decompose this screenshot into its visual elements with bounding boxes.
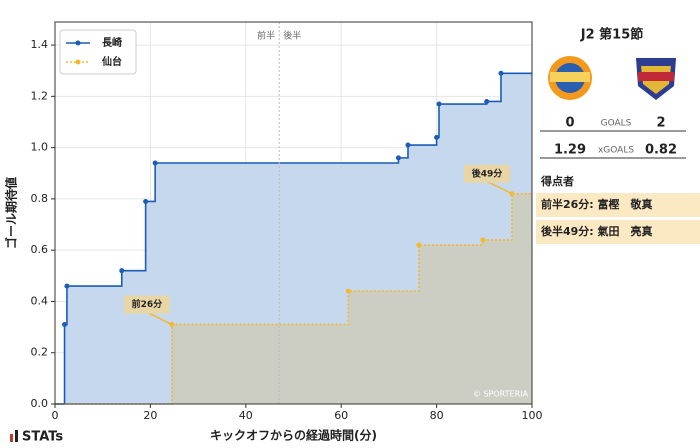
annotation: 後49分 [472, 167, 503, 179]
x-tick-label: 40 [239, 409, 253, 422]
marker [62, 322, 68, 328]
y-tick-label: 0.8 [31, 192, 49, 205]
y-tick-label: 0.0 [31, 397, 49, 410]
scorer-row-bg [536, 220, 700, 244]
annotation: 前26分 [132, 298, 163, 310]
y-tick-label: 1.4 [31, 38, 49, 51]
marker [119, 268, 125, 274]
goals-label: GOALS [601, 119, 632, 129]
away-xg: 0.82 [645, 143, 677, 158]
legend-label: 仙台 [102, 55, 122, 68]
marker [64, 283, 70, 289]
marker [395, 155, 401, 161]
marker [436, 101, 442, 107]
x-tick-label: 20 [143, 409, 157, 422]
legend-marker [75, 59, 81, 65]
y-tick-label: 0.2 [31, 346, 49, 359]
away-goals: 2 [656, 116, 665, 131]
brand-logo [10, 430, 18, 442]
marker [498, 70, 504, 76]
marker [152, 160, 158, 166]
plot [54, 22, 533, 405]
area [55, 193, 532, 404]
legend-marker [75, 40, 81, 46]
scorer: 後半49分: 氣田 亮真 [541, 224, 653, 238]
marker [416, 242, 422, 248]
y-tick-label: 1.2 [31, 89, 49, 102]
scorers-title: 得点者 [540, 174, 574, 188]
x-tick-label: 0 [52, 409, 59, 422]
marker [480, 237, 486, 243]
annotation-arrow [487, 181, 513, 195]
legend-box [59, 29, 137, 75]
y-axis-label: ゴール期待値 [4, 177, 19, 249]
marker [345, 288, 351, 294]
annotation-arrow [147, 311, 173, 326]
marker [484, 98, 490, 104]
marker [434, 134, 440, 140]
home-xg: 1.29 [554, 143, 586, 158]
panel-title: J2 第15節 [580, 27, 644, 43]
away-logo [636, 58, 676, 100]
y-tick-label: 0.6 [31, 243, 49, 256]
annotation-box [463, 164, 510, 183]
brand: STATs [22, 430, 63, 445]
y-tick-label: 1.0 [31, 141, 49, 154]
scorer-row-bg [536, 193, 700, 217]
home-logo [548, 56, 592, 100]
plot-frame [54, 21, 533, 405]
x-axis-label: キックオフからの経過時間(分) [210, 428, 377, 443]
half-label: 後半 [283, 30, 301, 42]
annotation-box [123, 295, 170, 314]
home-goals: 0 [565, 116, 574, 131]
marker [143, 198, 149, 204]
y-tick-label: 0.4 [31, 294, 49, 307]
x-tick-label: 60 [334, 409, 348, 422]
legend-label: 長崎 [102, 36, 122, 49]
xg-label: xGOALS [598, 146, 634, 156]
half-label: 前半 [257, 30, 275, 42]
step-line [55, 192, 532, 405]
x-tick-label: 100 [522, 409, 543, 422]
marker [405, 142, 411, 148]
watermark: © SPORTERIA [473, 390, 529, 399]
scorer: 前半26分: 富樫 敬真 [541, 197, 653, 211]
x-tick-label: 80 [430, 409, 444, 422]
